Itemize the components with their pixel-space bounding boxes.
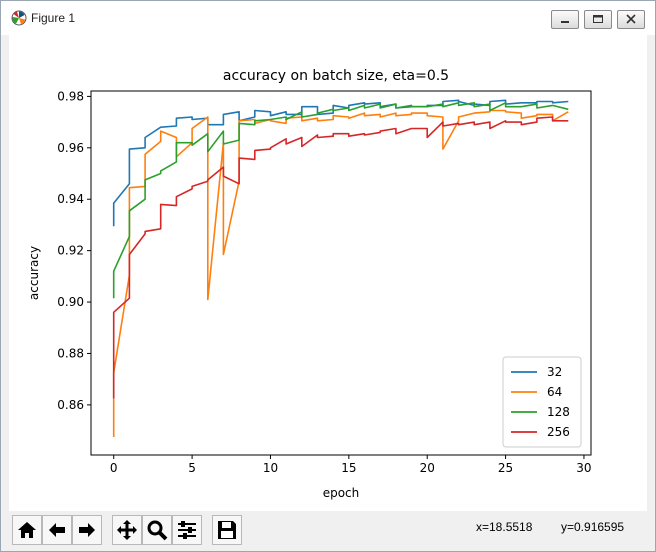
y-tick-label: 0.98 (57, 89, 84, 103)
arrow-left-icon (49, 523, 65, 537)
x-tick-label: 0 (110, 461, 118, 475)
minimize-button[interactable] (551, 10, 579, 29)
y-axis-label: accuracy (27, 246, 41, 300)
series-layer (112, 99, 569, 437)
y-tick-label: 0.88 (57, 346, 84, 360)
legend-label-64: 64 (547, 385, 562, 399)
maximize-icon (593, 15, 603, 23)
floppy-disk-icon (218, 521, 236, 539)
y-tick-label: 0.92 (57, 244, 84, 258)
legend: 32 64 128 256 (502, 356, 582, 448)
window-title: Figure 1 (31, 11, 76, 25)
x-tick-label: 10 (263, 461, 278, 475)
accuracy-chart: accuracy on batch size, eta=0.5 0 5 10 15 20… (9, 35, 647, 511)
y-tick-label: 0.94 (57, 192, 84, 206)
legend-label-256: 256 (547, 425, 570, 439)
home-icon (18, 522, 36, 538)
cursor-x-readout: x=18.5518 (476, 520, 533, 534)
y-tick-label: 0.96 (57, 141, 84, 155)
maximize-button[interactable] (584, 10, 612, 29)
x-tick-label: 5 (188, 461, 196, 475)
x-tick-label: 25 (498, 461, 513, 475)
y-tick-label: 0.86 (57, 398, 84, 412)
title-bar[interactable]: Figure 1 (1, 1, 655, 35)
matplotlib-logo-icon (11, 10, 27, 26)
back-button[interactable] (42, 515, 72, 545)
minimize-icon (561, 21, 569, 23)
close-button[interactable] (617, 10, 645, 29)
configure-subplots-button[interactable] (172, 515, 202, 545)
x-tick-label: 30 (576, 461, 591, 475)
x-tick-label: 15 (341, 461, 356, 475)
figure-canvas[interactable]: accuracy on batch size, eta=0.5 0 5 10 15 20… (9, 35, 647, 511)
series-line-128 (112, 102, 569, 299)
series-line-256 (112, 116, 569, 399)
save-button[interactable] (212, 515, 242, 545)
zoom-icon (147, 520, 168, 541)
home-button[interactable] (12, 515, 42, 545)
axes-frame (90, 90, 592, 456)
move-icon (117, 520, 137, 540)
sliders-icon (178, 521, 196, 539)
cursor-y-readout: y=0.916595 (561, 520, 625, 534)
pan-button[interactable] (112, 515, 142, 545)
zoom-button[interactable] (142, 515, 172, 545)
legend-label-32: 32 (547, 365, 562, 379)
arrow-right-icon (79, 523, 95, 537)
close-icon (626, 14, 636, 24)
forward-button[interactable] (72, 515, 102, 545)
legend-label-128: 128 (547, 405, 570, 419)
x-tick-label: 20 (420, 461, 435, 475)
tick-layer: 0 5 10 15 20 25 30 0.86 0.88 0.90 0.92 0.94 0.96 0.98 (57, 89, 591, 475)
chart-title: accuracy on batch size, eta=0.5 (223, 68, 449, 84)
x-axis-label: epoch (323, 486, 360, 500)
navigation-toolbar: x=18.5518 y=0.916595 (9, 511, 647, 547)
legend-box (502, 356, 582, 448)
y-tick-label: 0.90 (57, 295, 84, 309)
